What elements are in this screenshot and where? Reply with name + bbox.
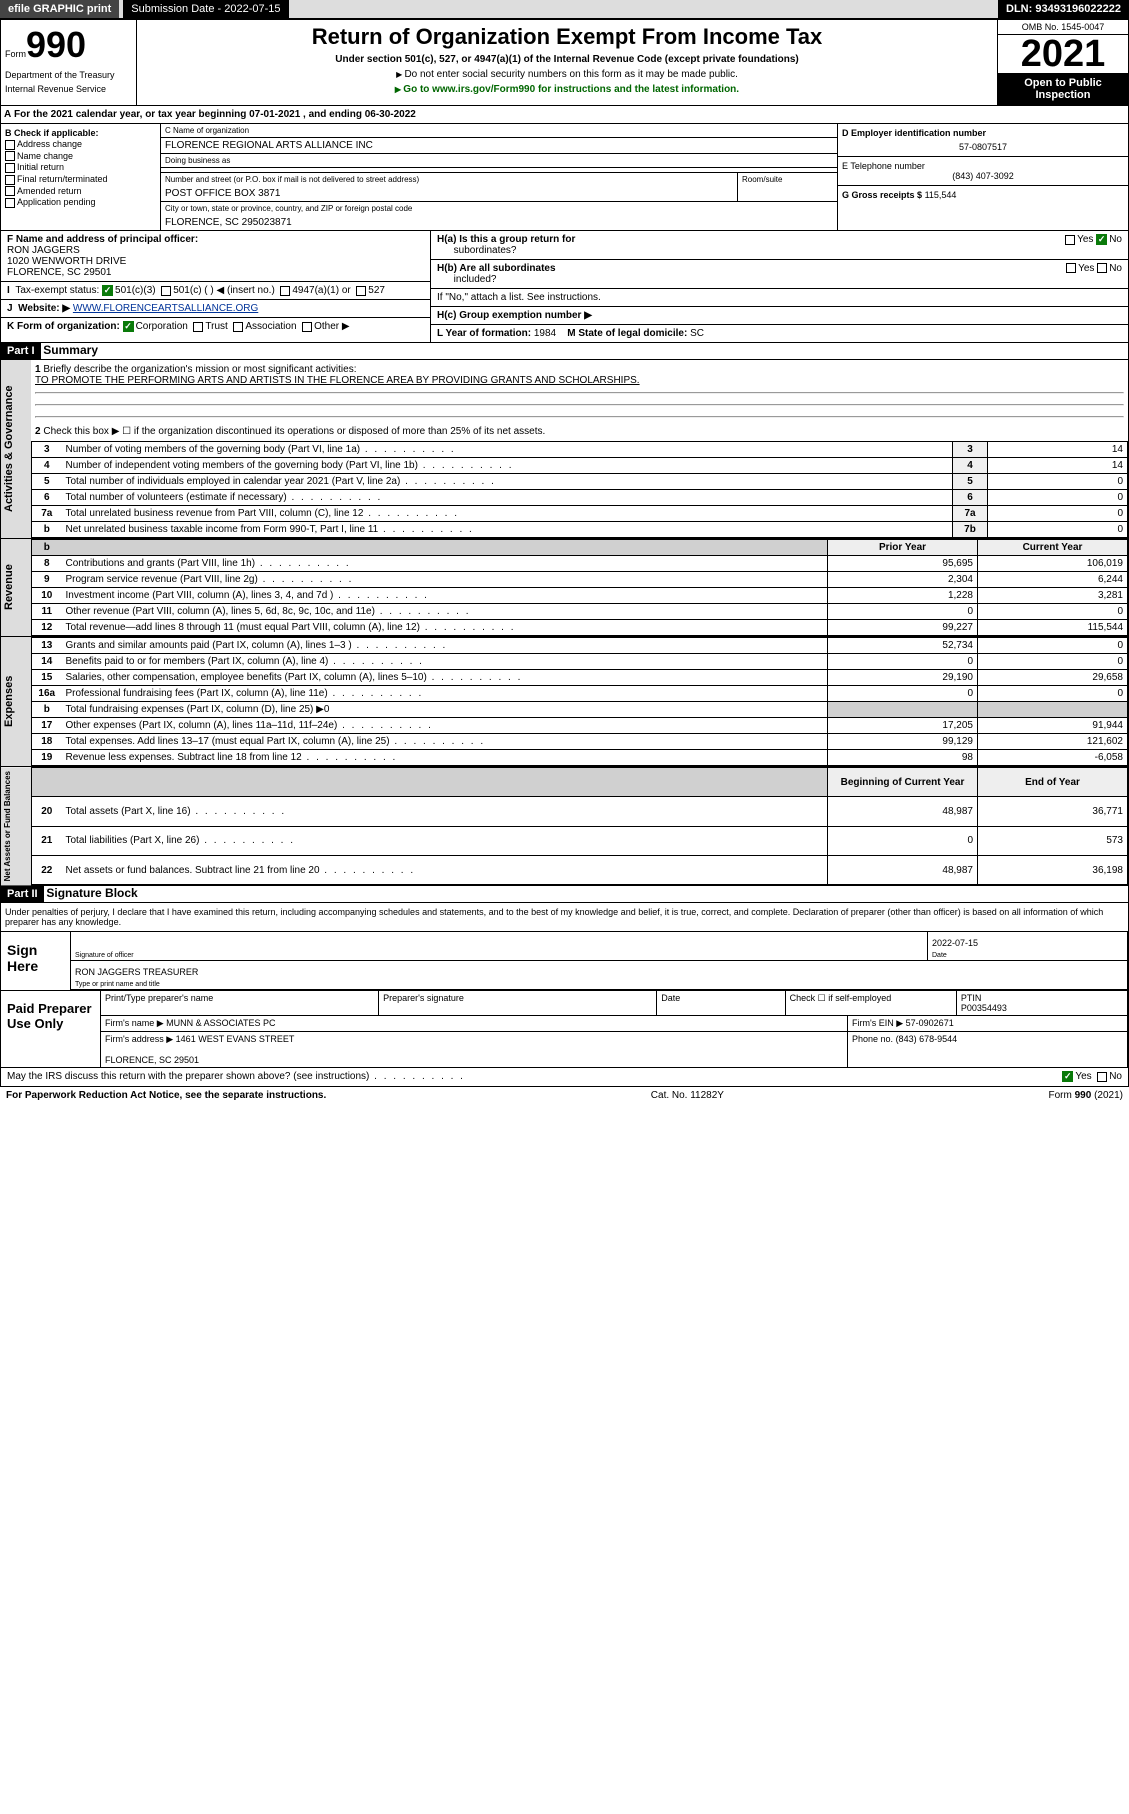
website-link[interactable]: WWW.FLORENCEARTSALLIANCE.ORG	[73, 303, 258, 314]
signer-name: RON JAGGERS TREASURER	[75, 967, 198, 977]
org-name: FLORENCE REGIONAL ARTS ALLIANCE INC	[161, 138, 837, 153]
ptin: P00354493	[961, 1003, 1007, 1013]
submission-date: Submission Date - 2022-07-15	[123, 0, 288, 18]
part1-hdr: Part I	[1, 343, 41, 359]
ein: 57-0807517	[842, 142, 1124, 152]
declaration: Under penalties of perjury, I declare th…	[0, 903, 1129, 932]
form-title: Return of Organization Exempt From Incom…	[141, 24, 993, 50]
part2-hdr: Part II	[1, 886, 44, 902]
revenue-table: bPrior YearCurrent Year8Contributions an…	[31, 539, 1128, 636]
gross-receipts: 115,544	[925, 190, 957, 200]
check-b-list: Address changeName changeInitial returnF…	[5, 139, 156, 208]
firm-ein: 57-0902671	[906, 1018, 954, 1028]
expenses-table: 13Grants and similar amounts paid (Part …	[31, 637, 1128, 766]
state: SC	[690, 328, 704, 339]
firm-phone: (843) 678-9544	[896, 1034, 958, 1044]
section-bcd: B Check if applicable: Address changeNam…	[0, 124, 1129, 231]
tax-year: 2021	[998, 35, 1128, 73]
firm-addr: 1461 WEST EVANS STREET	[176, 1034, 295, 1044]
check-501c3: ✓	[102, 285, 113, 296]
street: POST OFFICE BOX 3871	[161, 186, 737, 201]
paid-preparer: Paid Preparer Use Only Print/Type prepar…	[0, 991, 1129, 1068]
may-discuss: May the IRS discuss this return with the…	[0, 1068, 1129, 1086]
sign-date: 2022-07-15	[932, 938, 978, 948]
check-no: ✓	[1096, 234, 1107, 245]
phone: (843) 407-3092	[842, 171, 1124, 181]
form-header: Form990 Department of the Treasury Inter…	[0, 19, 1129, 106]
gov-label: Activities & Governance	[1, 360, 31, 538]
sign-here: Sign Here Signature of officer 2022-07-1…	[0, 932, 1129, 991]
footer: For Paperwork Reduction Act Notice, see …	[0, 1087, 1129, 1104]
year-formation: 1984	[534, 328, 556, 339]
instructions-link[interactable]: Go to www.irs.gov/Form990 for instructio…	[141, 84, 993, 95]
city-state-zip: FLORENCE, SC 295023871	[161, 215, 837, 230]
netassets-table: Beginning of Current YearEnd of Year20To…	[31, 767, 1128, 885]
tax-year-range: For the 2021 calendar year, or tax year …	[14, 109, 416, 120]
dept: Department of the Treasury	[5, 70, 132, 80]
top-bar: efile GRAPHIC print Submission Date - 20…	[0, 0, 1129, 19]
firm-name: MUNN & ASSOCIATES PC	[166, 1018, 275, 1028]
efile-btn[interactable]: efile GRAPHIC print	[0, 0, 119, 18]
section-fhijk: F Name and address of principal officer:…	[0, 231, 1129, 343]
mission: TO PROMOTE THE PERFORMING ARTS AND ARTIS…	[35, 375, 640, 386]
form-number: 990	[26, 24, 86, 65]
governance-table: 3Number of voting members of the governi…	[31, 441, 1128, 538]
dln: DLN: 93493196022222	[998, 0, 1129, 18]
officer-name: RON JAGGERS	[7, 245, 80, 256]
